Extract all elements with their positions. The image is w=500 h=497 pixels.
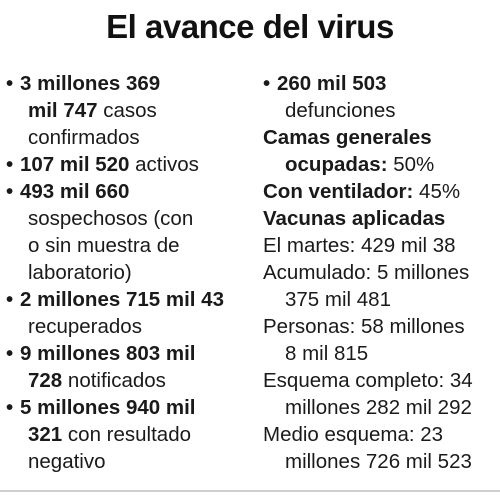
active-value: 107 mil 520 xyxy=(20,153,130,176)
vaccines-half-scheme-2: millones 726 mil 523 xyxy=(285,450,472,473)
recovered-value: 2 millones 715 mil 43 xyxy=(20,288,224,311)
stat-ventilator: Con ventilador: 45% xyxy=(263,178,495,205)
stat-negative: • 5 millones 940 mil 321 con resultado n… xyxy=(6,394,250,475)
stat-notified: • 9 millones 803 mil 728 notificados xyxy=(6,340,250,394)
negative-value-part2: 321 xyxy=(28,423,63,446)
vaccines-accumulated-2: 375 mil 481 xyxy=(285,288,391,311)
vaccines-full-scheme-2: millones 282 mil 292 xyxy=(285,396,472,419)
stat-recovered: • 2 millones 715 mil 43 recuperados xyxy=(6,286,250,340)
recovered-label: recuperados xyxy=(28,315,142,338)
vaccines-tuesday: El martes: 429 mil 38 xyxy=(263,234,456,257)
ventilator-label: Con ventilador: xyxy=(263,180,414,203)
notified-label: notificados xyxy=(62,369,166,392)
bullet: • xyxy=(6,342,14,365)
right-column: • 260 mil 503 defunciones Camas generale… xyxy=(263,70,495,475)
bullet: • xyxy=(263,72,271,95)
negative-value-part1: 5 millones 940 mil xyxy=(20,396,196,419)
deaths-label: defunciones xyxy=(285,99,396,122)
suspected-label-3: laboratorio) xyxy=(28,261,132,284)
ventilator-value: 45% xyxy=(413,180,461,203)
active-label: activos xyxy=(129,153,199,176)
negative-label-2: negativo xyxy=(28,450,106,473)
bullet: • xyxy=(6,288,14,311)
stat-confirmed: • 3 millones 369 mil 747 casos confirmad… xyxy=(6,70,250,151)
negative-label-1: con resultado xyxy=(62,423,191,446)
confirmed-value-part2: mil 747 xyxy=(28,99,98,122)
beds-value: 50% xyxy=(387,153,435,176)
stat-deaths: • 260 mil 503 defunciones xyxy=(263,70,495,124)
notified-value-part1: 9 millones 803 mil xyxy=(20,342,196,365)
confirmed-label-part2: confirmados xyxy=(28,126,140,149)
bullet: • xyxy=(6,153,14,176)
bullet: • xyxy=(6,396,14,419)
stat-active: • 107 mil 520 activos xyxy=(6,151,250,178)
bullet: • xyxy=(6,72,14,95)
beds-label-1: Camas generales xyxy=(263,126,432,149)
suspected-label-1: sospechosos (con xyxy=(28,207,194,230)
headline: El avance del virus xyxy=(106,8,394,45)
bullet: • xyxy=(6,180,14,203)
stat-beds: Camas generales ocupadas: 50% xyxy=(263,124,495,178)
vaccines-people-2: 8 mil 815 xyxy=(285,342,369,365)
beds-label-2: ocupadas: xyxy=(285,153,388,176)
left-column: • 3 millones 369 mil 747 casos confirmad… xyxy=(6,70,250,475)
bottom-rule xyxy=(0,490,500,492)
suspected-value: 493 mil 660 xyxy=(20,180,130,203)
stat-suspected: • 493 mil 660 sospechosos (con o sin mue… xyxy=(6,178,250,286)
vaccines-people-1: Personas: 58 millones xyxy=(263,315,465,338)
vaccines-accumulated-1: Acumulado: 5 millones xyxy=(263,261,470,284)
vaccines-full-scheme-1: Esquema completo: 34 xyxy=(263,369,473,392)
vaccines-heading: Vacunas aplicadas xyxy=(263,207,446,230)
confirmed-label-part1: casos xyxy=(97,99,157,122)
suspected-label-2: o sin muestra de xyxy=(28,234,180,257)
vaccines-half-scheme-1: Medio esquema: 23 xyxy=(263,423,444,446)
vaccines-section: Vacunas aplicadas El martes: 429 mil 38 … xyxy=(263,205,495,475)
deaths-value: 260 mil 503 xyxy=(277,72,387,95)
notified-value-part2: 728 xyxy=(28,369,63,392)
confirmed-value-part1: 3 millones 369 xyxy=(20,72,161,95)
